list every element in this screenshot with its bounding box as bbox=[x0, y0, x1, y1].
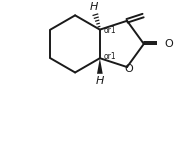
Text: H: H bbox=[96, 76, 104, 86]
Text: H: H bbox=[90, 2, 98, 12]
Text: or1: or1 bbox=[104, 52, 116, 61]
Text: or1: or1 bbox=[104, 26, 116, 36]
Polygon shape bbox=[97, 58, 103, 74]
Text: O: O bbox=[124, 64, 133, 74]
Text: O: O bbox=[165, 39, 173, 49]
